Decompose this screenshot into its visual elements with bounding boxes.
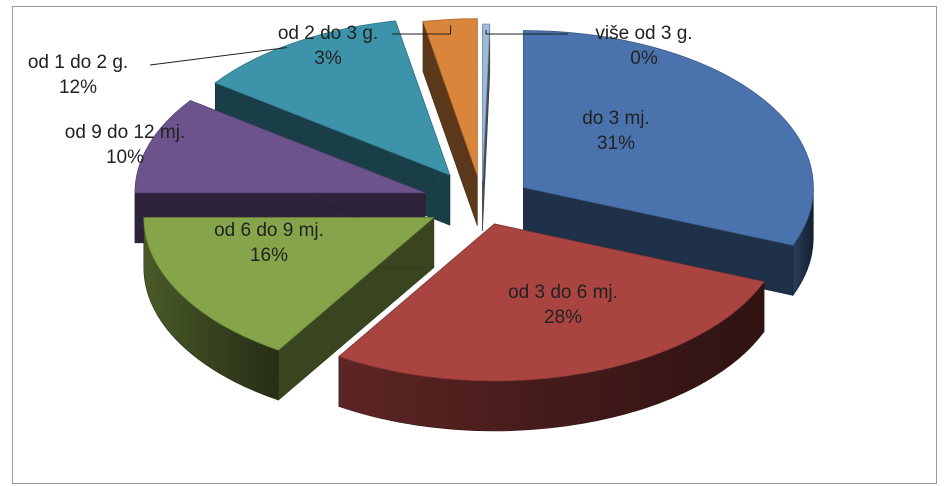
- slice-label-name: do 3 mj.: [582, 108, 650, 129]
- slice-label-percent: 28%: [543, 307, 583, 328]
- slice-label-name: od 9 do 12 mj.: [64, 122, 186, 143]
- label-od-9-do-12-mj: od 9 do 12 mj. 10%: [65, 120, 185, 170]
- slice-od-1-do-2-g-: [214, 20, 451, 176]
- slice-vi-e-od-3-g-: [482, 23, 491, 182]
- leader-line-vise-od-3-g: [485, 30, 568, 35]
- slice-label-name: od 3 do 6 mj.: [508, 282, 618, 303]
- slice-od-3-do-6-mj-: [338, 223, 765, 382]
- slice-label-percent: 0%: [630, 48, 658, 69]
- slice-label-percent: 16%: [249, 245, 289, 266]
- slice-label-name: od 6 do 9 mj.: [214, 220, 324, 241]
- slice-label-percent: 12%: [58, 77, 98, 98]
- label-od-3-do-6-mj: od 3 do 6 mj. 28%: [508, 280, 618, 330]
- slice-label-percent: 10%: [105, 147, 145, 168]
- label-od-6-do-9-mj: od 6 do 9 mj. 16%: [214, 218, 324, 268]
- slice-od-6-do-9-mj-: [143, 217, 435, 351]
- slice-od-2-do-3-g-: [422, 18, 478, 176]
- slice-label-percent: 3%: [314, 48, 342, 69]
- slice-do-3-mj-: [522, 30, 814, 246]
- label-vise-od-3-g: više od 3 g. 0%: [595, 21, 692, 71]
- slice-label-name: više od 3 g.: [595, 23, 693, 44]
- leader-line-od-2-do-3-g: [392, 25, 452, 35]
- label-do-3-mj: do 3 mj. 31%: [582, 106, 650, 156]
- slice-od-9-do-12-mj-: [134, 100, 426, 194]
- label-od-2-do-3-g: od 2 do 3 g. 3%: [278, 21, 378, 71]
- label-od-1-do-2-g: od 1 do 2 g. 12%: [28, 50, 128, 100]
- slice-label-percent: 31%: [596, 133, 636, 154]
- leader-line-od-1-do-2-g: [149, 46, 288, 66]
- slice-label-name: od 1 do 2 g.: [27, 52, 129, 73]
- slice-label-name: od 2 do 3 g.: [277, 23, 379, 44]
